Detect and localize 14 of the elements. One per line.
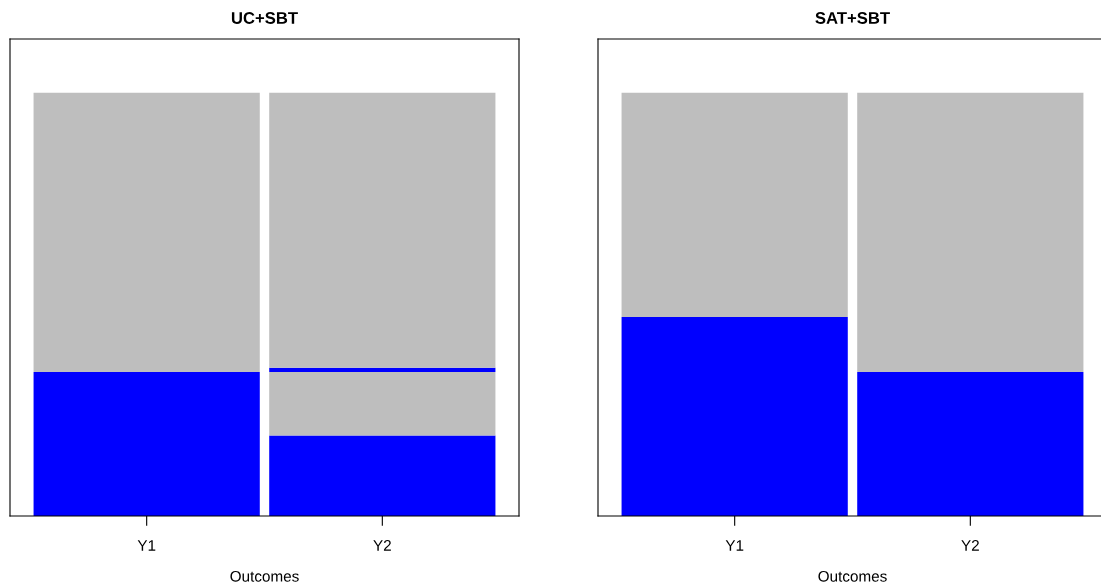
chart-title: SAT+SBT [815,12,890,24]
bar [269,92,496,368]
bar [33,92,260,373]
x-axis-title: Outcomes [230,570,299,582]
chart-title: UC+SBT [231,12,298,24]
x-tick-label: Y1 [725,540,744,551]
bar [269,367,496,373]
bar [269,435,496,516]
bar [269,372,496,436]
x-tick-label: Y2 [373,540,391,551]
x-tick-label: Y2 [961,540,979,551]
x-axis-title: Outcomes [818,570,887,582]
x-tick-label: Y1 [137,540,156,551]
bar [33,372,260,516]
